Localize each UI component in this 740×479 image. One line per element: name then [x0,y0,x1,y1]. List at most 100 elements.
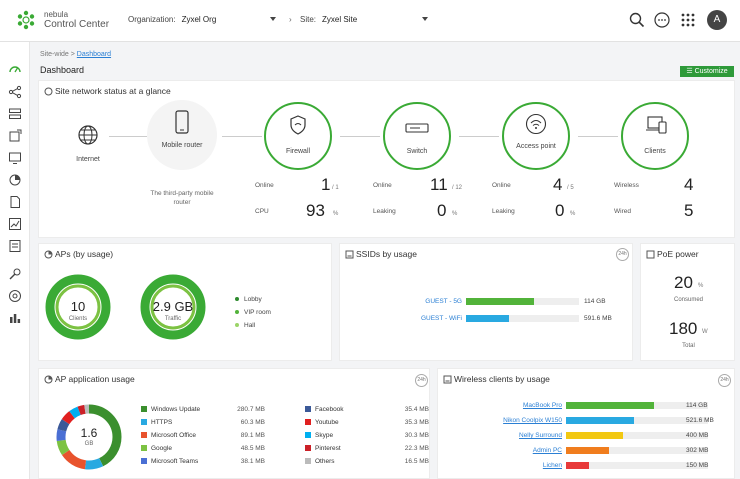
app-value: 16.5 MB [404,458,429,465]
client-name-link[interactable]: MacBook Pro [522,402,562,409]
chat-icon[interactable] [653,11,671,29]
ssid-label[interactable]: GUEST - 5G [425,298,462,305]
access-point-node[interactable]: Access point [502,102,570,170]
breadcrumb-site-wide[interactable]: Site-wide [40,51,69,58]
aps-by-usage-title: APs (by usage) [55,249,114,259]
poe-total-unit: W [702,329,708,335]
pie-chart-icon [44,250,53,259]
clients-wired-label: Wired [614,208,631,215]
client-bar-track [566,402,708,409]
link-line [109,136,147,137]
firewall-node[interactable]: Firewall [264,102,332,170]
switch-leaking-unit: % [452,211,458,217]
poe-power-card: PoE power 20 % Consumed 180 W Total [640,243,735,361]
app-row: Google [141,445,172,452]
firewall-cpu-unit: % [333,211,339,217]
document-icon[interactable] [8,195,22,209]
apps-grid-icon[interactable] [679,11,697,29]
organization-label: Organization: [128,15,176,24]
page-title: Dashboard [40,65,85,75]
client-name-link[interactable]: Admin PC [532,447,562,454]
app-name: Microsoft Teams [151,458,199,465]
ap-leaking-value: 0 [555,201,565,220]
switch-node[interactable]: Switch [383,102,451,170]
devices-icon[interactable] [8,107,22,121]
help-icon[interactable] [8,289,22,303]
customize-button[interactable]: ☰ Customize [680,66,734,77]
client-value: 521.6 MB [686,417,714,424]
ssid-label[interactable]: GUEST - WiFi [420,315,462,322]
app-donut-slice [56,404,122,470]
client-bar-track [566,462,708,469]
app-row: Youtube [305,419,339,426]
firewall-online-label: Online [255,182,274,189]
client-value: 302 MB [686,447,709,454]
switch-leaking-value: 0 [437,201,447,220]
site-label: Site: [300,15,317,24]
monitor-icon[interactable] [8,151,22,165]
legend-vip-room: VIP room [235,309,271,316]
topology-icon[interactable] [8,85,22,99]
clients-node[interactable]: Clients [621,102,689,170]
organization-selector[interactable]: Organization: Zyxel Org [128,15,216,24]
user-avatar[interactable]: A [707,10,727,30]
poe-consumed-label: Consumed [673,297,703,303]
clients-donut [45,274,111,340]
reports-pie-icon[interactable] [8,173,22,187]
internet-node[interactable]: Internet [65,118,111,164]
breadcrumb-dashboard[interactable]: Dashboard [76,51,112,58]
site-chevron-down-icon[interactable] [422,17,428,21]
client-name-link[interactable]: Nelly Surround [519,432,562,439]
app-donut-slice [56,404,122,470]
app-usage-unit: GB [84,441,94,447]
customize-label: Customize [694,68,728,75]
link-line [578,136,618,137]
app-name: Microsoft Office [151,432,197,439]
ap-leaking-unit: % [570,211,576,217]
poe-total-label: Total [682,343,695,349]
breadcrumb-separator: > [70,51,75,58]
ssid-value: 591.6 MB [584,315,612,322]
brand-name: nebula Control Center [44,10,110,30]
nebula-logo-icon [17,10,35,30]
app-color-icon [305,406,311,413]
switch-device-icon [405,123,429,133]
site-value: Zyxel Site [322,15,358,24]
license-icon[interactable] [8,311,22,325]
clients-count: 10 [70,299,86,314]
list-icon[interactable] [8,239,22,253]
access-point-wifi-icon [525,113,547,135]
app-name: Pinterest [315,445,341,452]
customize-icon: ☰ [686,68,695,75]
app-value: 60.3 MB [240,419,265,426]
client-value: 114 GB [686,402,708,409]
site-settings-icon[interactable] [8,129,22,143]
traffic-donut [140,274,206,340]
globe-icon [78,125,98,145]
app-name: Google [151,445,172,452]
app-name: Others [315,458,335,465]
client-name-link[interactable]: Lichen [542,462,562,469]
legend-lobby: Lobby [235,296,262,303]
app-value: 48.5 MB [240,445,265,452]
client-name-link[interactable]: Nikon Coolpix W150 [503,417,562,424]
tools-icon[interactable] [8,267,22,281]
dashboard-icon[interactable] [8,62,22,76]
app-row: Others [305,458,335,465]
chart-options-icon[interactable]: 24h [718,374,731,387]
mobile-phone-icon [175,110,189,134]
client-bar [566,417,635,424]
analytics-icon[interactable] [8,217,22,231]
client-bar [566,432,623,439]
organization-chevron-down-icon[interactable] [270,17,276,21]
power-icon [646,250,655,259]
chart-options-icon[interactable]: 24h [616,248,629,261]
search-icon[interactable] [628,11,646,29]
app-name: Skype [315,432,334,439]
ap-application-usage-card: AP application usage 24h 1.6 GB Windows … [38,368,430,479]
organization-value: Zyxel Org [181,15,217,24]
chart-options-icon[interactable]: 24h [415,374,428,387]
mobile-router-node[interactable]: Mobile router [147,100,217,170]
app-color-icon [141,419,147,426]
site-selector[interactable]: Site: Zyxel Site [300,15,357,24]
